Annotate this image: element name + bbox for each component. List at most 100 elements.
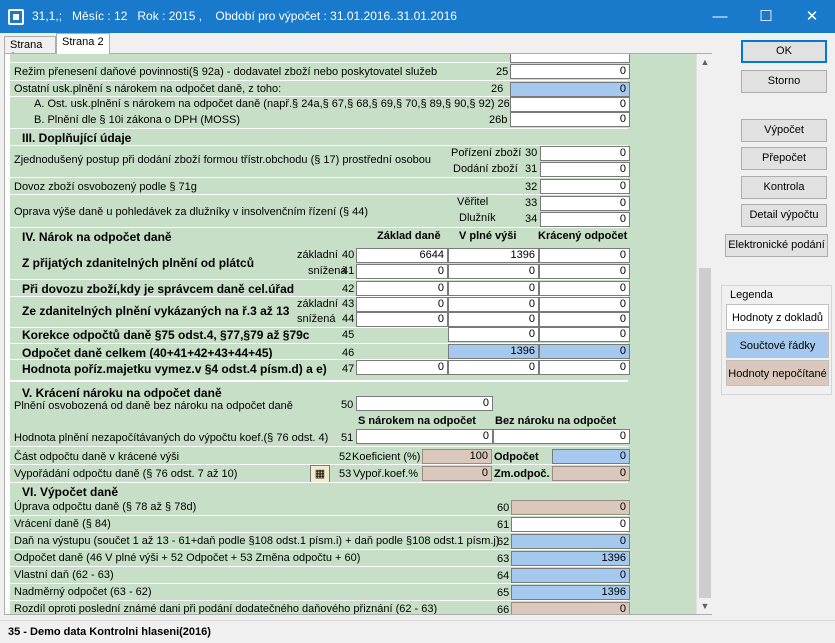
field-45-plna[interactable]: 0 [448, 327, 539, 342]
vertical-scrollbar[interactable]: ▲ ▼ [696, 54, 712, 614]
field-40-zaklad[interactable]: 6644 [356, 248, 448, 263]
minimize-button[interactable]: — [712, 8, 728, 25]
row-47-label: Hodnota poříz.majetku vymez.v §4 odst.4 … [22, 362, 327, 376]
divider [10, 566, 628, 567]
elektronicke-podani-button[interactable]: Elektronické podání [725, 234, 828, 257]
field-26[interactable]: 0 [510, 82, 630, 97]
field-53-zmena[interactable]: 0 [552, 466, 630, 481]
field-44-zaklad[interactable]: 0 [356, 312, 448, 327]
legend-title: Legenda [730, 289, 773, 301]
close-button[interactable]: ✕ [805, 8, 819, 25]
column-zaklad-dane: Základ daně [377, 230, 441, 242]
field-26b[interactable]: 0 [510, 112, 630, 127]
field-40-kraceny[interactable]: 0 [539, 248, 630, 263]
field-44-kraceny[interactable]: 0 [539, 312, 630, 327]
field-26a[interactable]: 0 [510, 97, 630, 112]
field-45-kraceny[interactable]: 0 [539, 327, 630, 342]
tab-strana-2[interactable]: Strana 2 [56, 33, 110, 54]
field-42-zaklad[interactable]: 0 [356, 281, 448, 296]
row-51-label: Hodnota plnění nezapočítávaných do výpoč… [14, 432, 329, 444]
scroll-thumb[interactable] [699, 268, 711, 598]
section-6-title: VI. Výpočet daně [22, 485, 119, 499]
field-52-odpocet[interactable]: 0 [552, 449, 630, 464]
ok-button[interactable]: OK [741, 40, 827, 63]
field-33[interactable]: 0 [540, 196, 630, 211]
divider [10, 343, 628, 344]
field-65[interactable]: 1396 [511, 585, 630, 600]
field-64[interactable]: 0 [511, 568, 630, 583]
field-40-plna[interactable]: 1396 [448, 248, 539, 263]
row-61-number: 61 [497, 519, 510, 531]
field-43-kraceny[interactable]: 0 [539, 297, 630, 312]
maximize-button[interactable]: ☐ [759, 8, 773, 25]
field-51-bez-naroku[interactable]: 0 [493, 429, 630, 444]
field-60[interactable]: 0 [511, 500, 630, 515]
row-25-number: 25 [496, 66, 509, 78]
field-34[interactable]: 0 [540, 212, 630, 227]
legend-hodnoty-nepocitane: Hodnoty nepočítané [726, 360, 829, 386]
field-43-plna[interactable]: 0 [448, 297, 539, 312]
row-63-number: 63 [497, 553, 510, 565]
field-51-s-narokem[interactable]: 0 [356, 429, 493, 444]
field-44-plna[interactable]: 0 [448, 312, 539, 327]
form-pane: Režim přenesení daňové povinnosti(§ 92a)… [4, 53, 712, 615]
title-bar: 31,1,; Měsíc : 12 Rok : 2015 , Období pr… [0, 0, 835, 33]
calculator-icon[interactable]: ▦ [310, 465, 330, 483]
row-26-label: Ostatní usk.plnění s nárokem na odpočet … [14, 83, 282, 95]
field-30[interactable]: 0 [540, 146, 630, 161]
kontrola-button[interactable]: Kontrola [741, 176, 827, 199]
field-41-plna[interactable]: 0 [448, 264, 539, 279]
row-66-number: 66 [497, 604, 510, 614]
field-50[interactable]: 0 [356, 396, 493, 411]
row-52-label2: Odpočet [494, 451, 539, 463]
field-53-koeficient[interactable]: 0 [422, 466, 492, 481]
detail-vypoctu-button[interactable]: Detail výpočtu [741, 204, 827, 227]
field-46-kraceny[interactable]: 0 [539, 344, 630, 359]
divider [10, 327, 628, 328]
field-62[interactable]: 0 [511, 534, 630, 549]
prepocet-button[interactable]: Přepočet [741, 147, 827, 170]
field-52-koeficient[interactable]: 100 [422, 449, 492, 464]
row-62-number: 62 [497, 536, 510, 548]
row-43-number: 43 [342, 298, 355, 310]
divider [10, 227, 628, 228]
field-47-kraceny[interactable]: 0 [539, 360, 630, 375]
app-icon[interactable] [8, 9, 24, 25]
column-v-plne-vysi: V plné výši [459, 230, 517, 242]
row-26a-label: A. Ost. usk.plnění s nárokem na odpočet … [34, 98, 516, 110]
field-row-24[interactable] [510, 54, 630, 63]
scroll-up-icon[interactable]: ▲ [700, 57, 710, 67]
row-41-number: 41 [342, 265, 355, 277]
row-52-number: 52 [339, 451, 352, 463]
field-31[interactable]: 0 [540, 162, 630, 177]
field-61[interactable]: 0 [511, 517, 630, 532]
field-32[interactable]: 0 [540, 179, 630, 194]
storno-button[interactable]: Storno [741, 70, 827, 93]
field-46-plna[interactable]: 1396 [448, 344, 539, 359]
tab-strana-1[interactable]: Strana 1 [4, 36, 56, 63]
row-65-number: 65 [497, 587, 510, 599]
field-42-plna[interactable]: 0 [448, 281, 539, 296]
row-30-sublabel: Pořízení zboží [451, 147, 522, 159]
scroll-down-icon[interactable]: ▼ [700, 601, 710, 611]
divider [10, 359, 628, 360]
divider [10, 583, 628, 584]
row-26 [10, 81, 628, 97]
field-47-zaklad[interactable]: 0 [356, 360, 448, 375]
field-41-zaklad[interactable]: 0 [356, 264, 448, 279]
field-41-kraceny[interactable]: 0 [539, 264, 630, 279]
field-63[interactable]: 1396 [511, 551, 630, 566]
row-34-sublabel: Dlužník [459, 212, 496, 224]
form-content: Režim přenesení daňové povinnosti(§ 92a)… [10, 54, 696, 614]
field-42-kraceny[interactable]: 0 [539, 281, 630, 296]
field-25[interactable]: 0 [510, 64, 630, 79]
row-25-label: Režim přenesení daňové povinnosti(§ 92a)… [14, 66, 438, 78]
field-47-plna[interactable]: 0 [448, 360, 539, 375]
row-53-label2: Zm.odpoč. [494, 468, 550, 480]
divider [10, 532, 628, 533]
field-66[interactable]: 0 [511, 602, 630, 614]
field-43-zaklad[interactable]: 0 [356, 297, 448, 312]
row-46-label: Odpočet daně celkem (40+41+42+43+44+45) [22, 346, 273, 360]
row-34-number: 34 [525, 213, 538, 225]
vypocet-button[interactable]: Výpočet [741, 119, 827, 142]
